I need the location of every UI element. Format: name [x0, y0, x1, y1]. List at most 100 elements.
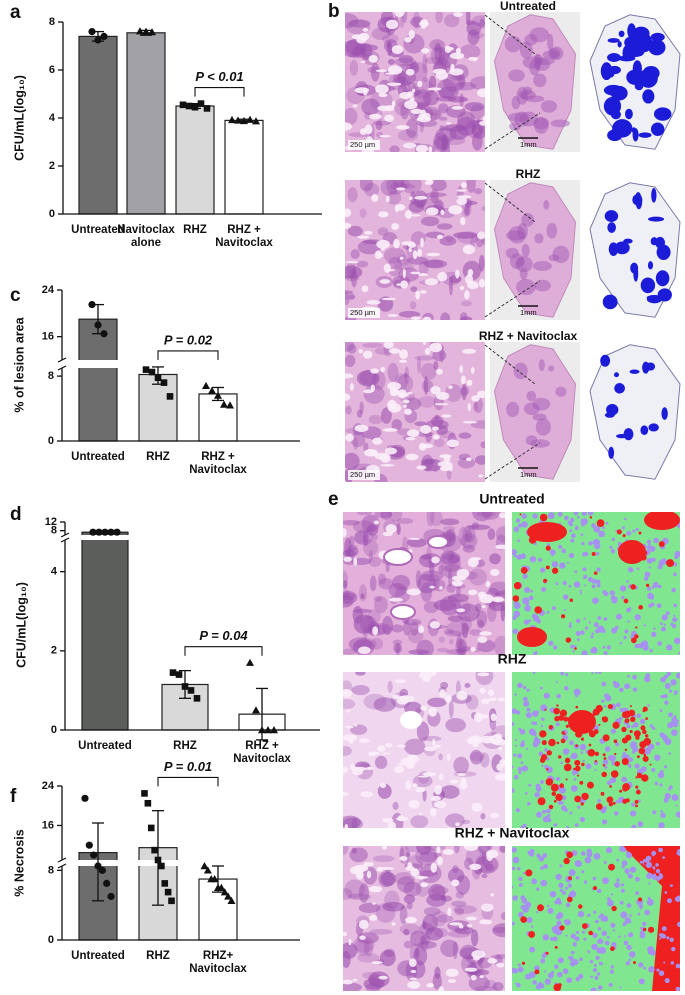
stain: [353, 437, 358, 450]
seg-dot: [557, 800, 563, 805]
text-line: Navitoclax: [233, 753, 291, 765]
seg-dot: [573, 512, 579, 516]
alveolus: [345, 433, 354, 442]
stain: [445, 234, 454, 243]
zoom-line: [484, 280, 541, 318]
lesion: [546, 222, 558, 239]
stain: [345, 452, 360, 470]
seg-dot: [664, 891, 668, 894]
stain: [460, 533, 478, 549]
stain: [377, 573, 387, 585]
stain: [465, 528, 472, 542]
alveolus: [417, 248, 422, 258]
lesion: [535, 418, 551, 436]
stain: [446, 620, 470, 636]
seg-dot: [537, 982, 544, 988]
stain: [418, 260, 429, 277]
stain: [447, 593, 469, 603]
alveolus: [382, 428, 398, 432]
alveolus: [438, 773, 444, 781]
seg-dot: [595, 552, 600, 556]
seg-red: [580, 737, 585, 741]
seg-dot: [657, 641, 662, 646]
stain: [374, 346, 393, 355]
seg-dot: [555, 582, 559, 586]
seg-dot: [577, 861, 583, 867]
stain: [380, 407, 392, 424]
seg-red: [534, 606, 542, 614]
seg-dot: [624, 517, 627, 521]
seg-dot: [664, 700, 669, 705]
alveolus: [420, 425, 432, 434]
alveolus: [485, 580, 491, 588]
seg-dot: [526, 916, 533, 924]
point: [88, 28, 96, 36]
seg-dot: [513, 610, 521, 618]
stain: [464, 205, 470, 216]
seg-dot: [566, 977, 573, 984]
stain: [368, 556, 382, 567]
seg-dot: [671, 946, 676, 952]
seg-dot: [596, 567, 601, 572]
alveolus: [382, 817, 394, 823]
seg-red: [589, 516, 593, 519]
alveolus: [367, 751, 380, 756]
stain: [380, 871, 396, 887]
point: [147, 824, 155, 832]
seg-red: [610, 946, 615, 952]
seg-dot: [512, 628, 519, 635]
alveolus: [384, 447, 398, 455]
seg-dot: [576, 638, 580, 642]
seg-dot: [674, 637, 680, 645]
stain: [405, 118, 418, 139]
seg-dot: [566, 826, 569, 828]
seg-dot: [648, 566, 651, 569]
stain: [343, 590, 358, 605]
point: [154, 374, 162, 382]
alveolus: [459, 365, 464, 373]
seg-dot: [606, 936, 610, 939]
seg-dot: [668, 689, 673, 694]
alveolus: [415, 787, 426, 793]
seg-dot: [610, 893, 613, 896]
lesion: [513, 362, 528, 380]
seg-dot: [566, 561, 570, 564]
point: [169, 669, 177, 676]
stain: [355, 672, 366, 676]
seg-dot: [674, 555, 679, 560]
alveolus: [434, 403, 449, 406]
seg-dot: [528, 783, 532, 787]
alveolus: [378, 92, 388, 98]
seg-dot: [639, 860, 643, 864]
seg-red: [559, 783, 565, 789]
seg-red: [622, 534, 626, 538]
lesion: [548, 365, 555, 372]
alveolus: [403, 404, 407, 408]
alveolus: [424, 347, 431, 355]
seg-red: [635, 735, 640, 740]
seg-red: [565, 778, 568, 781]
alveolus: [372, 437, 383, 445]
seg-dot: [583, 937, 587, 941]
seg-dot: [602, 759, 609, 765]
scale-bg: [348, 470, 380, 480]
seg-dot: [611, 941, 617, 948]
stain: [350, 267, 358, 288]
alveolus: [430, 386, 441, 395]
x-tick-label: RHZ + Navitoclax: [215, 224, 273, 249]
stain: [343, 580, 348, 590]
stain: [362, 342, 383, 348]
alveolus: [420, 705, 428, 711]
alveolus: [468, 735, 483, 745]
stain: [393, 262, 414, 271]
seg-red: [593, 571, 598, 575]
seg-dot: [529, 556, 537, 563]
seg-dot: [651, 854, 655, 857]
seg-red: [598, 723, 601, 726]
seg-dot: [621, 860, 628, 866]
alveolus: [343, 979, 353, 985]
y-tick-label: 4: [49, 112, 56, 124]
stain: [470, 929, 479, 947]
stain: [384, 890, 400, 910]
stain: [481, 512, 500, 520]
